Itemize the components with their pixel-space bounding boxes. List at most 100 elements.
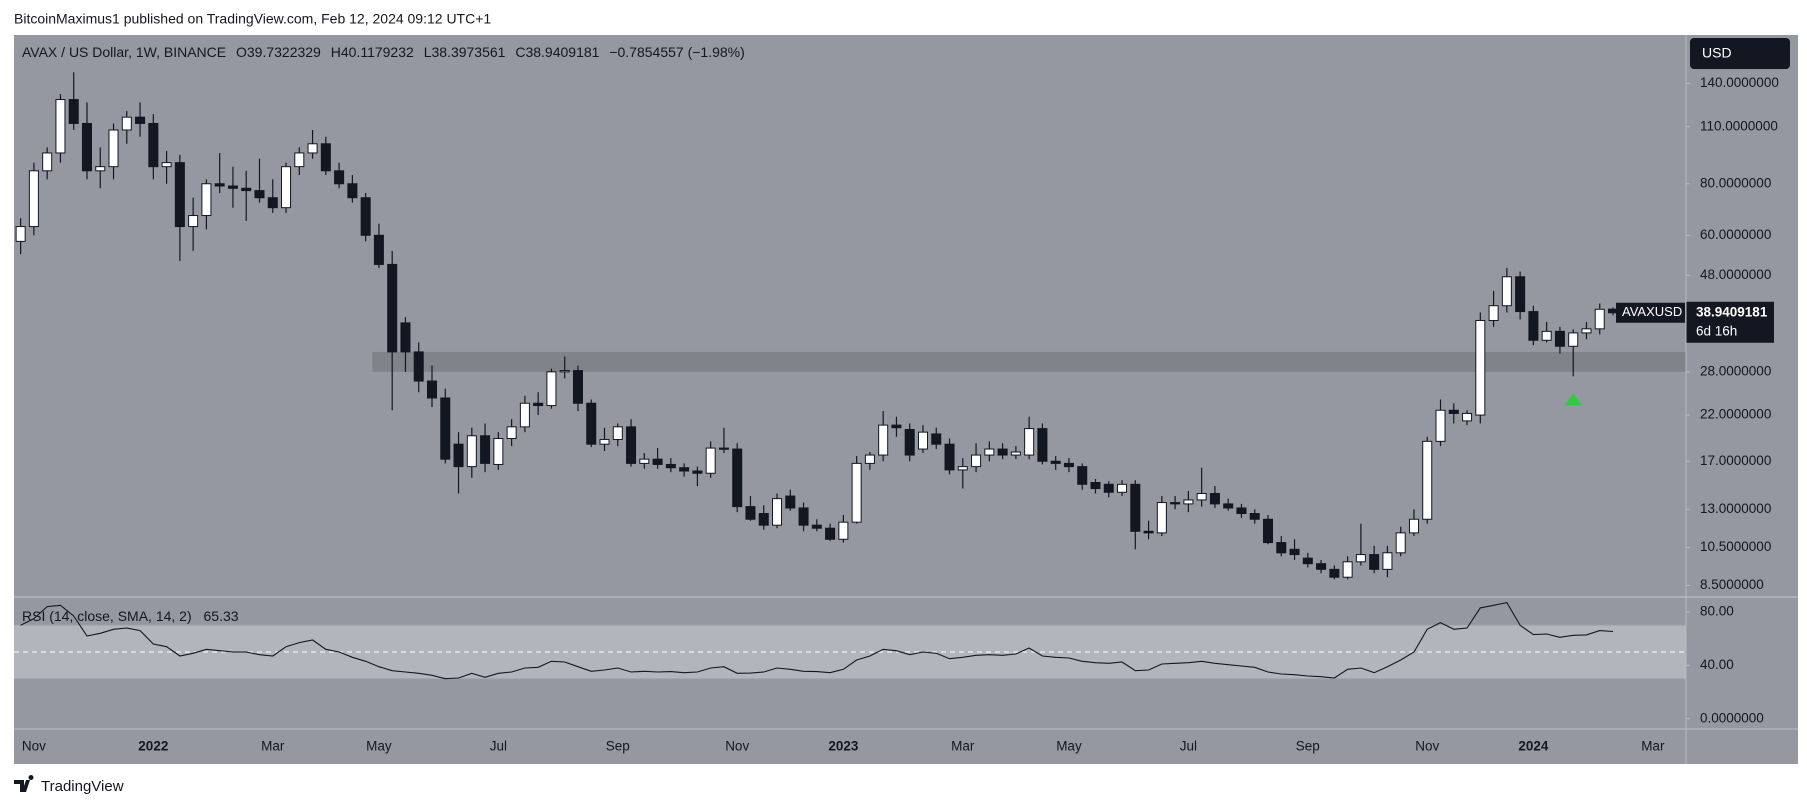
x-tick-label: Mar bbox=[261, 739, 285, 754]
ohlc-value: 38.3973561 bbox=[431, 44, 505, 60]
x-tick-label: May bbox=[366, 739, 392, 754]
candle-body bbox=[679, 467, 690, 472]
candle-body bbox=[307, 143, 318, 154]
candle-body bbox=[174, 162, 185, 228]
currency-label[interactable]: USD bbox=[1702, 45, 1732, 61]
candle-body bbox=[971, 454, 982, 468]
candle-body bbox=[347, 183, 358, 199]
candle-body bbox=[1581, 328, 1592, 334]
candle-body bbox=[878, 424, 889, 456]
candle-body bbox=[718, 447, 729, 450]
candle-body bbox=[798, 507, 809, 526]
candle-body bbox=[838, 521, 849, 540]
candle-body bbox=[1501, 276, 1512, 307]
candle-body bbox=[241, 187, 252, 192]
candle-body bbox=[1050, 460, 1061, 464]
candle-body bbox=[758, 513, 769, 526]
candle-body bbox=[108, 129, 119, 168]
candle-body bbox=[639, 458, 650, 464]
signal-marker bbox=[1564, 393, 1583, 406]
candle-body bbox=[1024, 428, 1035, 456]
change: −0.7854557 (−1.98%) bbox=[609, 44, 744, 60]
ohlc-value: 38.9409181 bbox=[525, 44, 599, 60]
price-axis bbox=[1686, 35, 1798, 764]
rsi-value: 65.33 bbox=[204, 608, 239, 624]
candle-body bbox=[1130, 483, 1141, 532]
ohlc-value: 40.1179232 bbox=[341, 44, 414, 60]
candle-body bbox=[373, 234, 384, 265]
x-tick-label: 2024 bbox=[1518, 739, 1549, 754]
candle-body bbox=[1528, 311, 1539, 341]
candle-body bbox=[42, 152, 53, 172]
publisher-line: BitcoinMaximus1 published on TradingView… bbox=[14, 11, 491, 27]
candle-body bbox=[201, 183, 212, 217]
candle-body bbox=[1448, 409, 1459, 414]
candle-body bbox=[188, 215, 199, 228]
ohlc-letter: H bbox=[331, 44, 341, 60]
candle-body bbox=[1103, 483, 1114, 493]
candle-body bbox=[1289, 548, 1300, 556]
candle-body bbox=[55, 99, 66, 154]
rsi-line bbox=[20, 601, 1614, 680]
y-tick-label: 80.0000000 bbox=[1700, 175, 1771, 190]
candle-body bbox=[400, 322, 411, 353]
ohlc-letter: O bbox=[236, 44, 247, 60]
last-price-tag bbox=[1686, 301, 1774, 343]
candle-body bbox=[1196, 493, 1207, 501]
candle-body bbox=[440, 397, 451, 460]
candle-body bbox=[891, 424, 902, 429]
candle-body bbox=[1422, 440, 1433, 520]
candle-body bbox=[599, 438, 610, 445]
candle-body bbox=[453, 443, 464, 468]
candle-body bbox=[267, 197, 278, 209]
candle-body bbox=[227, 185, 238, 189]
legend-line: AVAX / US Dollar, 1W, BINANCE O39.732232… bbox=[22, 44, 745, 60]
symbol-title: AVAX / US Dollar, 1W, BINANCE bbox=[22, 44, 226, 60]
candle-body bbox=[1117, 483, 1128, 493]
candle-body bbox=[413, 351, 424, 382]
candle-body bbox=[1541, 330, 1552, 341]
ohlc-letter: L bbox=[424, 44, 432, 60]
candle-body bbox=[944, 443, 955, 471]
y-tick-label: 140.0000000 bbox=[1700, 75, 1779, 90]
candle-body bbox=[1156, 502, 1167, 534]
candle-body bbox=[121, 116, 132, 131]
candle-body bbox=[559, 370, 570, 373]
support-zone bbox=[372, 351, 1687, 372]
brand-logo: TradingView bbox=[14, 774, 124, 795]
candle-body bbox=[214, 183, 225, 187]
candle-body bbox=[519, 402, 530, 428]
candle-body bbox=[732, 448, 743, 508]
candle-body bbox=[705, 447, 716, 474]
candle-body bbox=[161, 162, 172, 168]
currency-button[interactable] bbox=[1690, 38, 1790, 69]
last-price-text: 38.9409181 bbox=[1696, 304, 1768, 319]
candle-body bbox=[586, 402, 597, 445]
candle-body bbox=[612, 426, 623, 440]
ohlc-letter: C bbox=[515, 44, 525, 60]
y-tick-label: 8.5000000 bbox=[1700, 577, 1764, 592]
candle-body bbox=[811, 524, 822, 529]
candle-body bbox=[1382, 552, 1393, 570]
candle-body bbox=[1462, 412, 1473, 422]
x-tick-label: Sep bbox=[606, 739, 630, 754]
candle-body bbox=[1395, 532, 1406, 554]
candle-body bbox=[1568, 332, 1579, 347]
candle-body bbox=[334, 170, 345, 185]
candle-body bbox=[81, 122, 92, 172]
candle-body bbox=[1262, 518, 1274, 544]
rsi-band bbox=[14, 625, 1686, 679]
candle-body bbox=[825, 527, 836, 540]
candle-body bbox=[254, 190, 265, 199]
candle-body bbox=[1369, 554, 1380, 570]
rsi-title: RSI (14, close, SMA, 14, 2) bbox=[22, 608, 192, 624]
candle-body bbox=[665, 463, 676, 469]
rsi-legend: RSI (14, close, SMA, 14, 2) 65.33 bbox=[22, 608, 239, 624]
candle-body bbox=[1010, 451, 1021, 456]
candle-body bbox=[1183, 499, 1194, 505]
candle-body bbox=[28, 170, 39, 228]
candle-body bbox=[281, 166, 292, 209]
candle-body bbox=[1063, 462, 1074, 468]
